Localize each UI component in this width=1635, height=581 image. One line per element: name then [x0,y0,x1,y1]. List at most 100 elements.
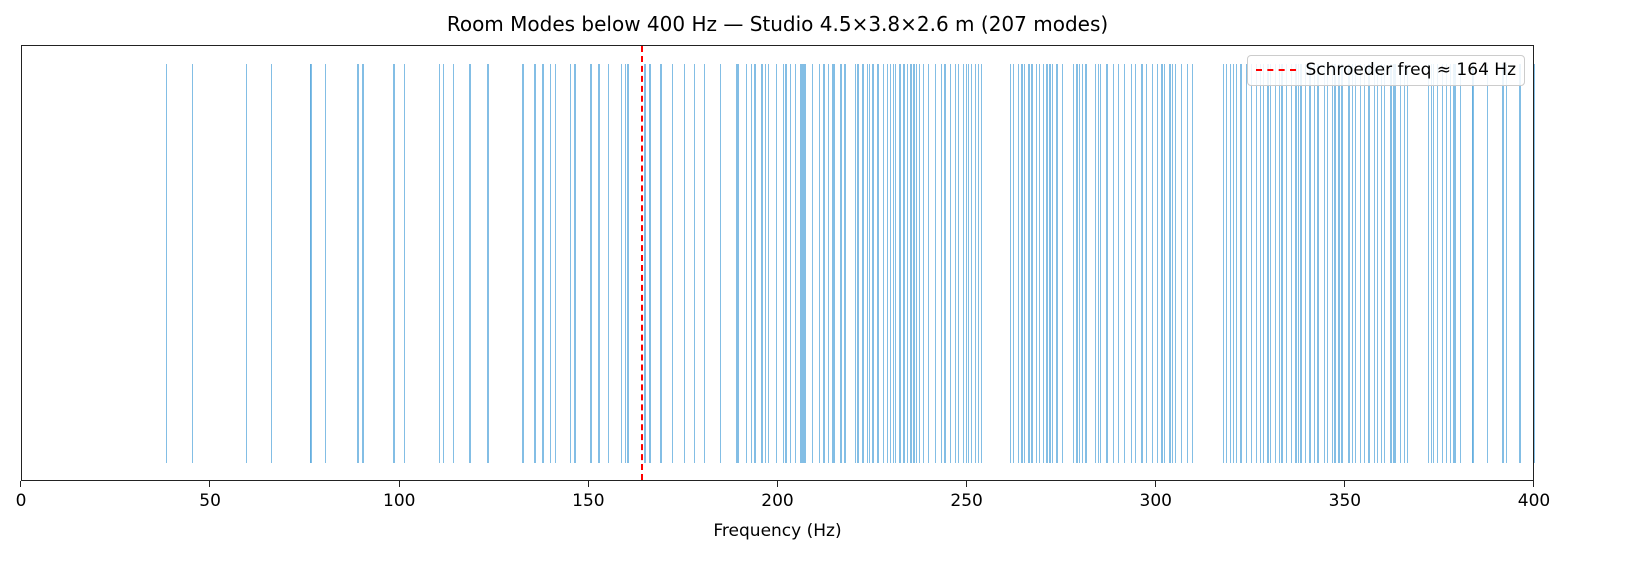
x-tick-label: 150 [572,491,605,511]
mode-line [1106,64,1108,463]
mode-line [468,64,471,463]
mode-line [906,64,909,463]
mode-line [1255,64,1257,463]
mode-line [1028,64,1030,463]
mode-line [1021,64,1023,463]
mode-line [811,64,813,463]
mode-line [1175,64,1177,463]
mode-line [1400,64,1402,463]
mode-line [1323,64,1325,463]
mode-line [1472,64,1474,463]
mode-line [649,64,651,463]
mode-line [356,64,358,463]
mode-line [1051,64,1054,463]
mode-line [1240,64,1242,463]
mode-line [915,64,918,463]
mode-line [1235,64,1238,463]
mode-line [804,64,806,463]
legend-label: Schroeder freq ≈ 164 Hz [1305,60,1517,80]
x-tick [1344,481,1346,487]
mode-line [1250,64,1252,463]
mode-line [1035,64,1038,463]
mode-line [1368,64,1370,463]
mode-line [1281,64,1283,463]
mode-line [913,64,915,463]
mode-line [1534,64,1536,463]
mode-line [1145,64,1148,463]
mode-line [1394,64,1397,463]
mode-line [1130,64,1133,463]
mode-line [889,64,892,463]
mode-line [827,64,830,463]
mode-line [1355,64,1357,463]
mode-line [882,64,884,463]
mode-line [1100,64,1102,463]
mode-line [1113,64,1115,463]
mode-line [949,64,951,463]
mode-line [832,64,834,463]
mode-line [869,64,871,463]
x-tick-label: 100 [383,491,416,511]
mode-line [910,64,912,463]
mode-line [1274,64,1276,463]
mode-line [968,64,970,463]
mode-line [927,64,929,463]
mode-line [1030,64,1032,463]
x-tick [776,481,778,487]
mode-line [940,64,942,463]
mode-line [245,64,247,463]
mode-line [1393,64,1395,463]
mode-line [1449,64,1451,463]
legend-dashed-line-icon [1255,69,1296,71]
mode-line [751,64,753,463]
mode-line [1351,64,1353,463]
mode-line [1295,64,1297,463]
mode-line [671,64,673,463]
mode-line [1169,64,1171,463]
x-tick [587,481,589,487]
mode-line [1018,64,1020,463]
mode-line [719,64,721,463]
mode-line [877,64,879,463]
mode-line [1505,64,1507,463]
mode-line [783,64,785,463]
mode-line [598,64,600,463]
mode-line [1441,64,1444,463]
mode-line [1338,64,1340,463]
mode-line [1406,64,1408,463]
mode-line [620,64,622,463]
mode-line [903,64,905,463]
mode-line [1471,64,1473,463]
mode-line [922,64,925,463]
mode-line [1046,64,1048,463]
mode-line [738,64,740,463]
mode-line [886,64,889,463]
mode-line [1043,64,1045,463]
mode-line [660,64,662,463]
mode-line [1078,64,1080,463]
mode-line [393,64,395,463]
mode-line [789,64,791,463]
mode-line [1141,64,1143,463]
mode-line [1097,64,1099,463]
x-tick-label: 400 [1517,491,1551,511]
mode-line [895,64,897,463]
mode-line [1309,64,1311,463]
mode-line [1430,64,1433,463]
mode-line [1285,64,1288,463]
mode-line [1031,64,1033,463]
x-tick-label: 0 [15,491,27,511]
mode-line [362,64,364,463]
mode-line [404,64,406,463]
x-tick-label: 300 [1139,491,1172,511]
mode-line [1432,64,1434,463]
mode-line [704,64,706,463]
mode-line [693,64,696,463]
mode-line [191,64,194,463]
mode-line [1364,64,1366,463]
mode-line [872,64,874,463]
mode-line [1056,64,1058,463]
mode-line [1267,64,1269,463]
mode-line [1376,64,1378,463]
mode-line [1024,64,1026,463]
